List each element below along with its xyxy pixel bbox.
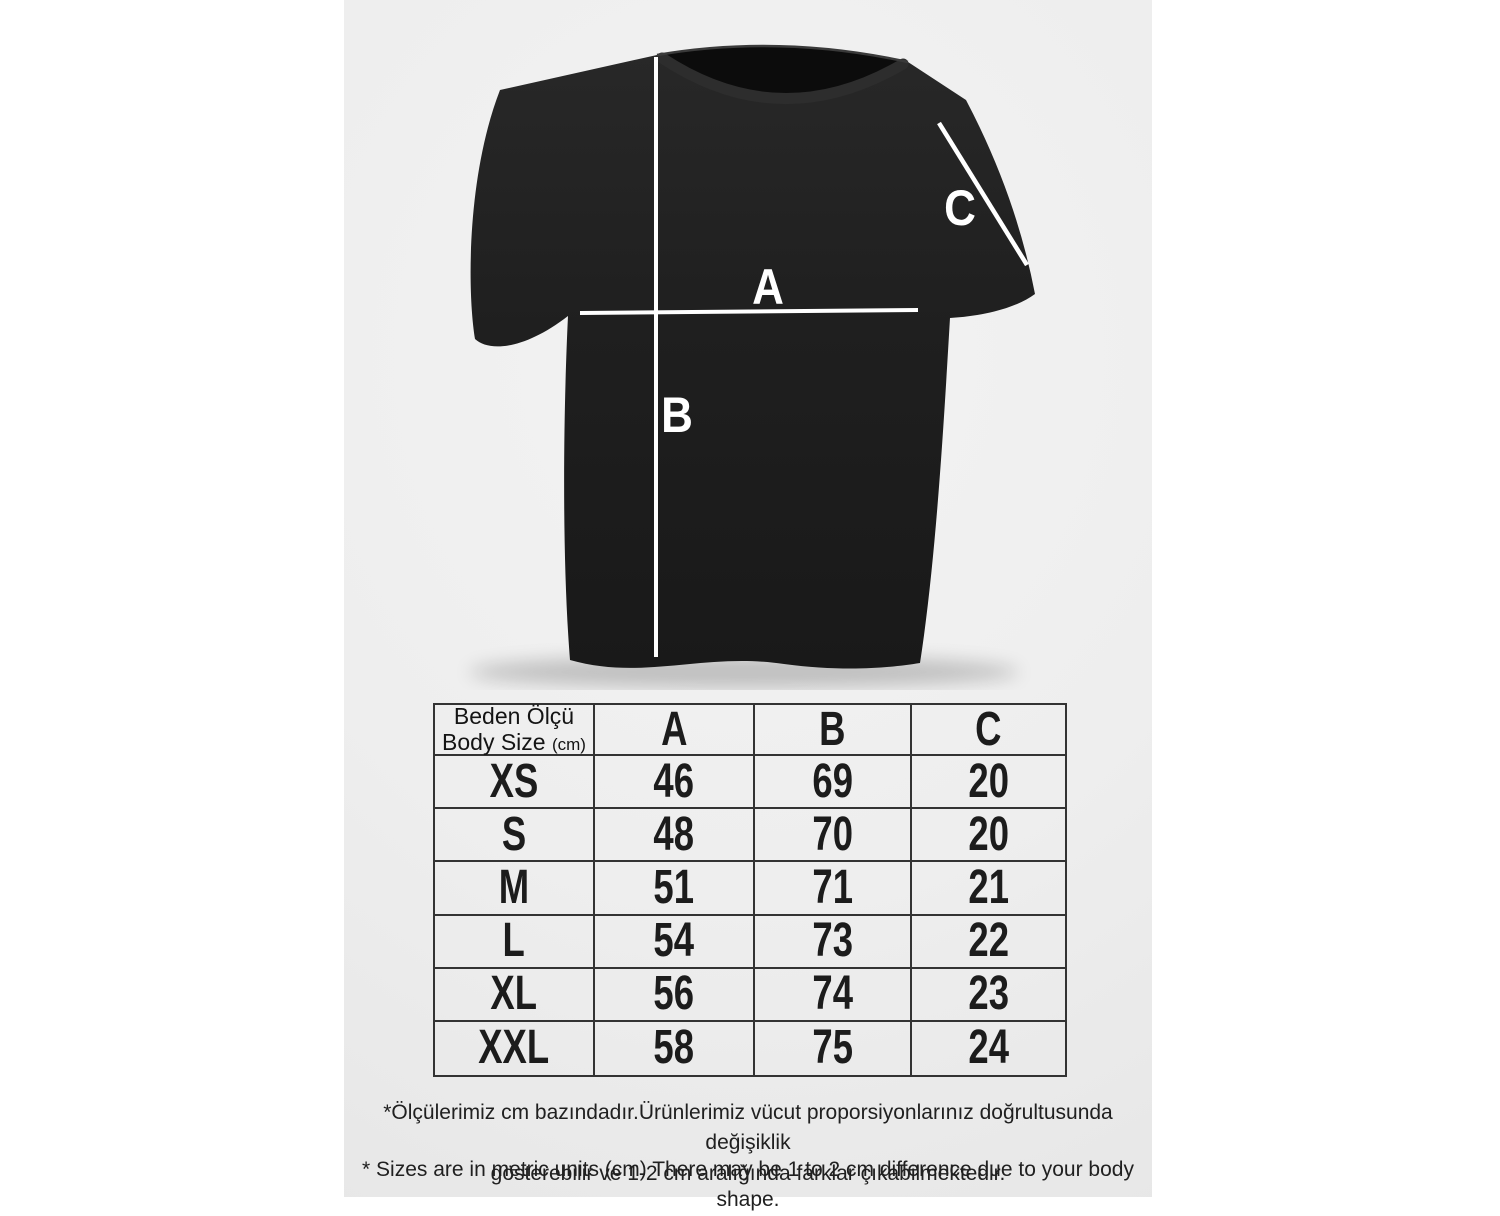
tshirt-illustration <box>469 44 1035 688</box>
cell-xs-c: 20 <box>911 756 1065 810</box>
footnote-turkish: *Ölçülerimiz cm bazındadır.Ürünlerimiz v… <box>344 1098 1152 1189</box>
cell-size-m: M <box>435 862 596 916</box>
cell-l-a: 54 <box>595 915 756 969</box>
cell-xs-a: 46 <box>595 756 756 810</box>
measurement-line-c <box>937 121 1029 267</box>
table-header-size-tr: Beden Ölçü <box>453 702 575 729</box>
table-header-col-c: C <box>911 705 1065 756</box>
measurement-line-a <box>579 308 919 315</box>
table-header-unit: (cm) <box>551 734 586 754</box>
measurement-label-a: A <box>752 259 784 315</box>
cell-size-xs: XS <box>435 756 596 810</box>
collar-rim <box>656 44 909 64</box>
cell-m-c: 21 <box>911 862 1065 916</box>
cell-xl-c: 23 <box>911 969 1065 1022</box>
cell-size-xxl: XXL <box>435 1021 596 1075</box>
table-header-size-en-line: Body Size (cm) <box>442 728 586 755</box>
cell-l-c: 22 <box>911 916 1065 969</box>
measurement-label-b: B <box>661 387 693 443</box>
shirt-body <box>470 46 1035 669</box>
cell-size-s: S <box>435 809 596 863</box>
cell-s-b: 70 <box>755 809 912 863</box>
cell-s-a: 48 <box>595 809 756 863</box>
footnote-turkish-line1: *Ölçülerimiz cm bazındadır.Ürünlerimiz v… <box>383 1101 1113 1155</box>
table-header-size: Beden Ölçü Body Size (cm) <box>435 702 596 756</box>
cell-m-b: 71 <box>755 862 912 916</box>
table-header-col-b: B <box>755 705 912 756</box>
cell-xxl-b: 75 <box>755 1021 912 1075</box>
cell-l-b: 73 <box>755 915 912 969</box>
cell-xl-a: 56 <box>595 968 756 1022</box>
cell-size-l: L <box>435 915 596 969</box>
cell-s-c: 20 <box>911 809 1065 863</box>
footnote-english: * Sizes are in metric units (cm) There m… <box>362 1158 1134 1212</box>
cell-xxl-c: 24 <box>968 1021 1009 1075</box>
cell-xxl-a: 58 <box>595 1021 756 1075</box>
size-table: Beden Ölçü Body Size (cm) A B C XS 46 69… <box>433 703 1067 1077</box>
cell-xs-b: 69 <box>755 756 912 810</box>
measurement-label-c: C <box>944 180 976 236</box>
footnote-turkish-line2: gösterebilir ve 1-2 cm aralığında farkla… <box>490 1161 1006 1185</box>
cell-m-a: 51 <box>595 862 756 916</box>
table-header-col-a: A <box>595 705 756 756</box>
cell-size-xl: XL <box>435 968 596 1022</box>
cell-xl-b: 74 <box>755 968 912 1022</box>
collar-band <box>656 52 909 105</box>
product-photo-panel: A B C Beden Ölçü Body Size (cm) A B C XS… <box>344 0 1152 1211</box>
